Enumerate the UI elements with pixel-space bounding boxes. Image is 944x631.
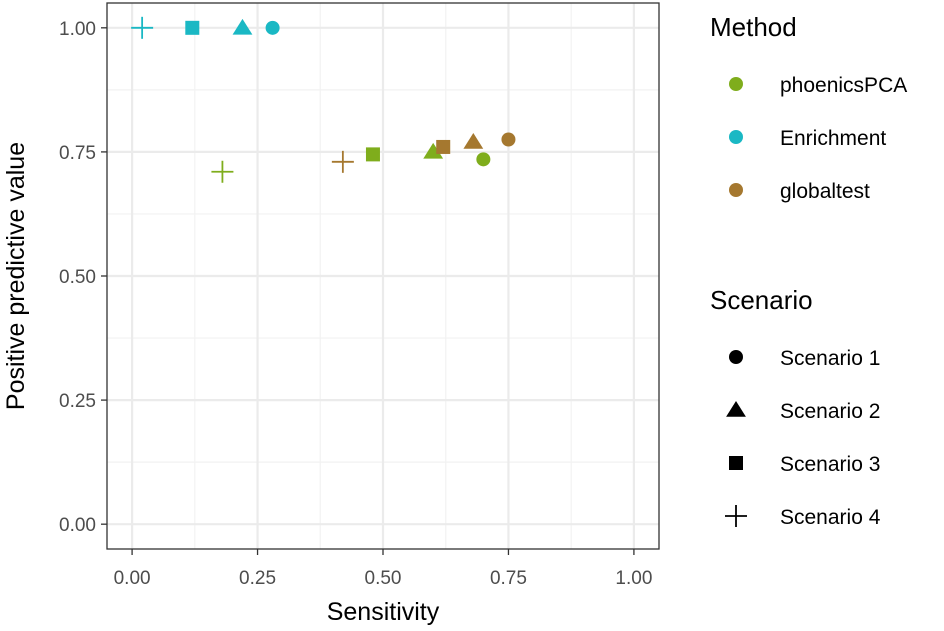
- point-enrichment-scenario-2: [232, 18, 253, 35]
- point-phoenicspca-scenario-3: [365, 147, 380, 162]
- point-phoenicspca-scenario-1: [476, 152, 491, 167]
- legend-label-globaltest: globaltest: [780, 180, 870, 203]
- data-points: [131, 16, 516, 183]
- x-tick-label: 0.75: [490, 568, 527, 589]
- legend-key-scenario-4: [725, 505, 747, 527]
- x-tick-label: 0.50: [365, 568, 402, 589]
- point-enrichment-scenario-3: [185, 20, 200, 35]
- legend-label-scenario-3: Scenario 3: [780, 453, 880, 476]
- legend-key-enrichment: [729, 130, 743, 144]
- y-tick-label: 0.75: [59, 143, 96, 164]
- legend-scenario: Scenario Scenario 1 Scenario 2 Scenario 3 S…: [710, 285, 881, 529]
- legend-method: Method phoenicsPCA Enrichment globaltest: [710, 12, 907, 203]
- point-globaltest-scenario-1: [501, 132, 516, 147]
- y-tick-label: 0.25: [59, 391, 96, 412]
- legend-key-scenario-3: [729, 456, 743, 470]
- x-tick-label: 0.00: [114, 568, 151, 589]
- x-tick-label: 0.25: [239, 568, 276, 589]
- legend-label-phoenicspca: phoenicsPCA: [780, 74, 907, 97]
- x-axis-title: Sensitivity: [327, 598, 440, 626]
- legend-method-title: Method: [710, 12, 797, 42]
- y-tick-label: 0.50: [59, 267, 96, 288]
- x-axis-ticks: 0.00 0.25 0.50 0.75 1.00: [114, 549, 652, 589]
- y-axis-title: Positive predictive value: [2, 142, 30, 410]
- y-tick-label: 1.00: [59, 19, 96, 40]
- y-axis-ticks: 0.00 0.25 0.50 0.75 1.00: [59, 19, 107, 536]
- legend-label-scenario-4: Scenario 4: [780, 506, 881, 529]
- legend-label-scenario-1: Scenario 1: [780, 347, 880, 370]
- point-phoenicspca-scenario-2: [423, 142, 444, 159]
- point-enrichment-scenario-4: [131, 16, 154, 39]
- x-tick-label: 1.00: [615, 568, 652, 589]
- legend-label-scenario-2: Scenario 2: [780, 400, 880, 423]
- legend-key-scenario-1: [729, 350, 743, 364]
- point-globaltest-scenario-4: [331, 150, 354, 173]
- point-globaltest-scenario-3: [436, 139, 451, 154]
- legend-scenario-title: Scenario: [710, 285, 813, 315]
- legend-key-scenario-2: [726, 401, 746, 417]
- point-phoenicspca-scenario-4: [211, 160, 234, 183]
- legend-key-globaltest: [729, 183, 743, 197]
- y-tick-label: 0.00: [59, 515, 96, 536]
- point-enrichment-scenario-1: [265, 20, 280, 35]
- point-globaltest-scenario-2: [463, 132, 484, 149]
- legend-key-phoenicspca: [729, 77, 743, 91]
- legend-label-enrichment: Enrichment: [780, 127, 886, 150]
